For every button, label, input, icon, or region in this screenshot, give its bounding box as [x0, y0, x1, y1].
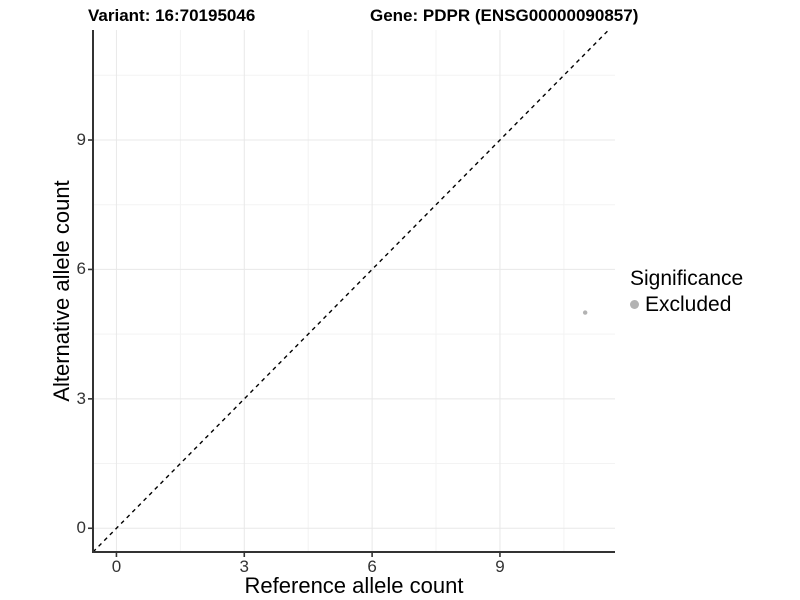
x-tick-label: 0 [111, 557, 122, 576]
y-tick-label: 3 [76, 388, 86, 408]
legend-title: Significance [630, 267, 744, 290]
x-tick-label: 6 [367, 557, 377, 576]
y-tick-label: 6 [76, 259, 86, 279]
y-axis-title: Alternative allele count [49, 180, 74, 402]
x-tick-label: 3 [239, 557, 249, 576]
x-axis-title: Reference allele count [244, 573, 464, 598]
legend-item-label: Excluded [645, 293, 732, 316]
data-point [582, 310, 588, 315]
y-tick-label: 9 [76, 130, 86, 149]
identity-line [92, 29, 610, 553]
plot-title-variant: Variant: 16:70195046 [88, 6, 256, 25]
y-tick-label: 0 [76, 518, 86, 538]
legend: Significance Excluded [630, 266, 743, 317]
plot-title-gene: Gene: PDPR (ENSG00000090857) [370, 6, 639, 25]
x-tick-label: 9 [495, 557, 505, 576]
legend-key-dot-icon [630, 300, 639, 309]
legend-item-excluded: Excluded [630, 292, 743, 317]
